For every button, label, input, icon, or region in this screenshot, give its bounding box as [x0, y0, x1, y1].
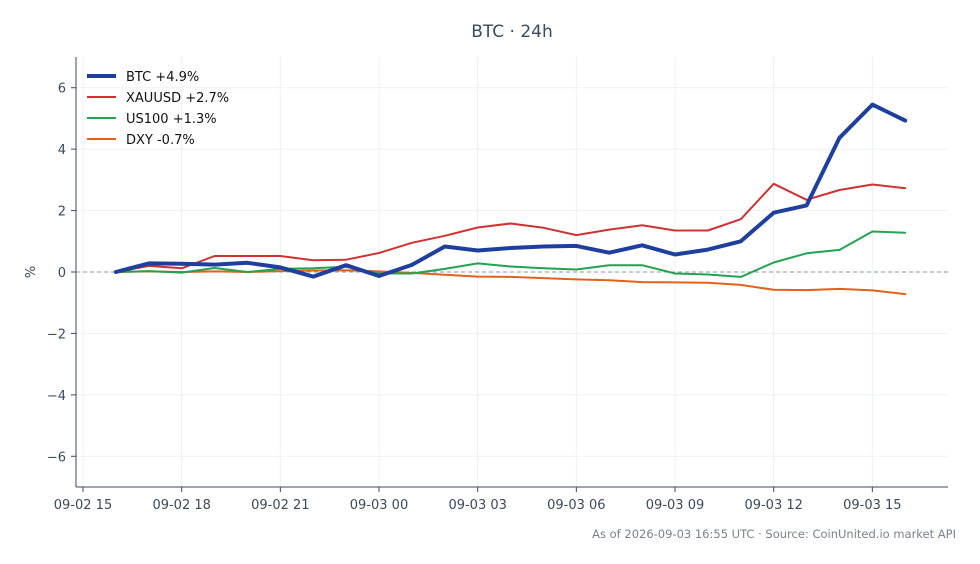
source-footer: As of 2026-09-03 16:55 UTC · Source: Coi…	[592, 527, 956, 541]
y-tick-label: 0	[58, 266, 66, 281]
legend: BTC +4.9% XAUUSD +2.7% US100 +1.3% DXY -0.7…	[87, 70, 229, 148]
x-tick-label: 09-03 15	[843, 498, 901, 513]
x-tick-label: 09-02 21	[251, 498, 309, 513]
series-lines	[113, 102, 908, 296]
y-ticks: 6 4 2 0 −2 −4 −6	[47, 82, 76, 465]
y-tick-label: −4	[47, 389, 66, 404]
x-tick-label: 09-03 06	[547, 498, 605, 513]
x-tick-label: 09-02 15	[54, 498, 112, 513]
series-line-btc	[113, 102, 908, 279]
x-tick-label: 09-02 18	[152, 498, 210, 513]
legend-label: DXY -0.7%	[126, 133, 195, 148]
chart-title: BTC · 24h	[471, 22, 553, 42]
legend-label: US100 +1.3%	[126, 112, 217, 127]
x-ticks: 09-02 15 09-02 18 09-02 21 09-03 00 09-03 03…	[54, 487, 902, 513]
y-tick-label: −6	[47, 450, 66, 465]
legend-label: XAUUSD +2.7%	[126, 91, 229, 106]
series-line-us100	[114, 230, 907, 278]
y-axis-label: %	[24, 266, 39, 278]
series-line-dxy	[114, 269, 907, 296]
x-tick-label: 09-03 12	[744, 498, 802, 513]
y-tick-label: 6	[58, 82, 66, 97]
x-tick-label: 09-03 09	[646, 498, 704, 513]
y-tick-label: 4	[58, 143, 66, 158]
x-tick-label: 09-03 00	[350, 498, 408, 513]
series-line-xauusd	[114, 182, 907, 273]
x-tick-label: 09-03 03	[448, 498, 506, 513]
legend-label: BTC +4.9%	[126, 70, 199, 85]
y-tick-label: 2	[58, 205, 66, 220]
y-tick-label: −2	[47, 327, 66, 342]
